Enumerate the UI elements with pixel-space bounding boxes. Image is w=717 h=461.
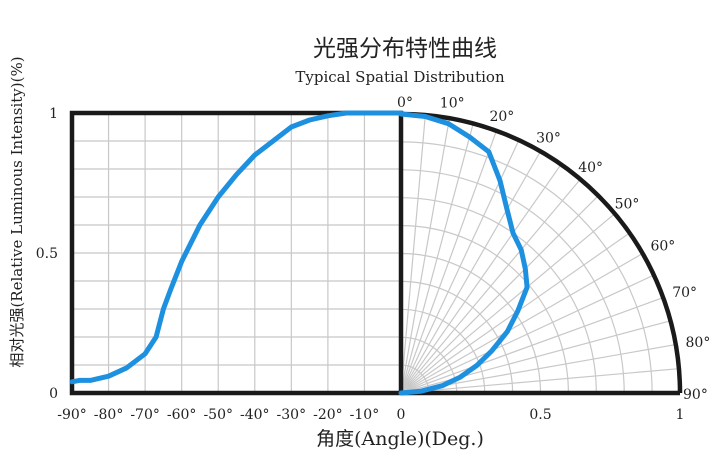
angle-label: 50° — [615, 196, 640, 212]
polar-grid-spoke — [400, 115, 426, 394]
cartesian-frame — [69, 110, 404, 396]
polar-grid-spoke — [400, 164, 562, 394]
x-axis-label: 角度(Angle)(Deg.) — [316, 428, 484, 450]
polar-grid-spoke — [400, 297, 664, 394]
polar-grid-spoke — [400, 274, 655, 394]
polar-grid-spoke — [400, 178, 581, 394]
polar-grid-spoke — [400, 252, 643, 394]
polar-frame — [400, 111, 683, 396]
x-tick-label: -30° — [277, 407, 307, 423]
x-tick-label: -70° — [130, 407, 160, 423]
polar-grid-spoke — [400, 213, 616, 394]
x-tick-label: 0 — [397, 407, 406, 423]
chart-title: 光强分布特性曲线 — [313, 36, 497, 62]
polar-grid-spoke — [400, 151, 542, 394]
tick-labels: -90° -80° -70° -60° -50° -40° -30° -20° -10° 0 0 0.… — [36, 95, 711, 423]
x-tick-label: -10° — [350, 407, 380, 423]
angle-label: 70° — [672, 285, 697, 301]
angle-label: 0° — [397, 95, 413, 111]
polar-intensity-curve — [398, 111, 530, 396]
x-tick-label: -90° — [57, 407, 87, 423]
polar-grid-spoke — [400, 118, 451, 394]
radial-tick-label: 1 — [676, 407, 685, 423]
polar-grid-spoke — [400, 368, 679, 394]
y-axis-label: 相对光强(Relative Luminous Intensity)(%) — [8, 56, 26, 367]
polar-outer-arc — [400, 111, 683, 394]
polar-grid-spoke — [400, 123, 474, 394]
x-tick-label: -60° — [167, 407, 197, 423]
x-tick-label: -40° — [240, 407, 270, 423]
angle-label: 30° — [536, 131, 561, 147]
x-tick-label: -20° — [313, 407, 343, 423]
y-tick-label: 0 — [49, 386, 58, 402]
angle-label: 20° — [489, 109, 514, 125]
polar-grid-spoke — [400, 195, 599, 394]
chart-subtitle: Typical Spatial Distribution — [295, 68, 505, 86]
y-tick-label: 0.5 — [36, 246, 58, 262]
polar-grid-spoke — [400, 320, 671, 394]
x-tick-label: -80° — [94, 407, 124, 423]
y-tick-label: 1 — [49, 106, 58, 122]
data-curves — [69, 110, 530, 396]
angle-label: 90° — [683, 387, 708, 403]
polar-grid-spoke — [400, 130, 497, 394]
angle-label: 40° — [578, 160, 603, 176]
angle-label: 10° — [440, 95, 465, 111]
radial-tick-label: 0.5 — [529, 407, 551, 423]
cartesian-intensity-curve — [69, 110, 404, 385]
cartesian-grid — [72, 113, 401, 393]
x-tick-label: -50° — [203, 407, 233, 423]
polar-grid — [400, 115, 679, 394]
cartesian-frame-rect — [69, 110, 404, 396]
angle-label: 60° — [650, 239, 675, 255]
angle-label: 80° — [686, 335, 711, 351]
